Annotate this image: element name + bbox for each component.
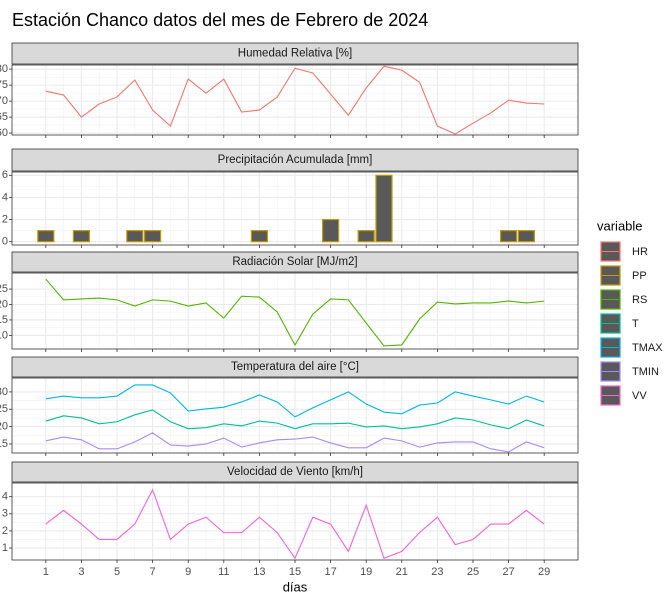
line [45,432,545,453]
bar [37,230,55,243]
y-tick-label: 6 [2,169,8,181]
legend-label: T [632,318,639,330]
bar [126,230,144,243]
legend-label: TMIN [632,366,659,378]
bar [250,230,269,243]
bar [357,230,375,243]
x-tick-label: 9 [185,566,191,578]
y-tick-label: 60 [0,127,8,139]
strip [11,461,579,483]
y-tick-label: 15 [0,314,8,326]
panel-border [11,171,579,246]
x-tick-label: 13 [253,566,265,578]
strip [11,148,579,172]
line [45,278,545,347]
strip [11,42,579,65]
legend-label: TMAX [632,342,663,354]
y-tick-label: 4 [2,191,8,203]
bar [144,230,162,243]
bar [517,230,535,243]
x-tick-label: 23 [431,566,443,578]
x-tick-label: 1 [43,566,49,578]
x-tick-label: 21 [396,566,408,578]
x-tick-label: 17 [324,566,336,578]
legend-label: PP [632,270,647,282]
y-tick-label: 30 [0,386,8,398]
y-tick-label: 1 [2,542,8,554]
line [45,65,545,135]
y-tick-label: 70 [0,95,8,107]
x-tick-label: 3 [78,566,84,578]
line [45,488,545,560]
panel-border [11,482,579,561]
panel-border [11,272,579,350]
y-tick-label: 3 [2,508,8,520]
strip-title: Velocidad de Viento [km/h] [227,466,363,478]
y-tick-label: 10 [0,329,8,341]
x-tick-label: 25 [467,566,479,578]
bar [321,218,340,243]
line [45,409,545,430]
x-tick-label: 11 [218,566,229,578]
legend-label: VV [632,390,647,402]
legend-label: RS [632,294,647,306]
chart-title: Estación Chanco datos del mes de Febrero… [12,10,428,30]
y-tick-label: 20 [0,298,8,310]
legend-title: variable [597,218,643,233]
y-tick-label: 4 [2,491,8,503]
panel-border [11,377,579,454]
strip-title: Precipitación Acumulada [mm] [218,154,373,166]
legend-label: HR [632,246,648,258]
y-tick-label: 20 [0,421,8,433]
x-tick-label: 7 [150,566,156,578]
strip-title: Humedad Relativa [%] [238,48,352,60]
line [45,384,545,418]
y-tick-label: 15 [0,438,8,450]
x-tick-label: 5 [114,566,120,578]
strip [11,356,579,378]
y-tick-label: 65 [0,111,8,123]
strip-title: Radiación Solar [MJ/m2] [232,256,357,268]
y-tick-label: 80 [0,63,8,75]
y-tick-label: 25 [0,283,8,295]
bar [72,230,91,243]
x-tick-label: 27 [502,566,514,578]
y-tick-label: 25 [0,403,8,415]
strip [11,251,579,273]
x-axis-title: días [283,579,308,594]
strip-title: Temperatura del aire [°C] [231,361,359,373]
x-tick-label: 15 [289,566,301,578]
y-tick-label: 2 [2,213,8,225]
y-tick-label: 2 [2,525,8,537]
bar [375,174,393,243]
bar [499,230,518,243]
panel-border [11,64,579,136]
x-tick-label: 29 [538,566,550,578]
y-tick-label: 75 [0,79,8,91]
y-tick-label: 0 [2,236,8,248]
x-tick-label: 19 [360,566,372,578]
